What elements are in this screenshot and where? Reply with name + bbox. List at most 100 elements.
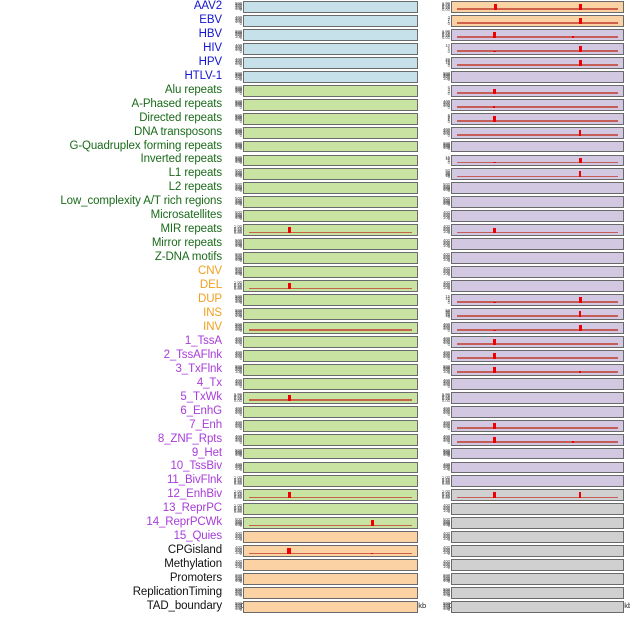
y-tick: 10	[445, 312, 450, 318]
y-axis: 500 400 300 200 100 0	[228, 140, 243, 154]
baseline	[457, 496, 618, 499]
track-right-low-complexity-a-t-rich-regions: 500 400 300 200 100 0	[436, 195, 630, 209]
y-tick: 400	[443, 280, 450, 286]
y-tick: 300	[443, 100, 450, 106]
baseline	[457, 134, 618, 136]
y-tick: 100	[443, 187, 450, 193]
y-tick: 0	[239, 160, 242, 166]
y-tick: 0	[447, 383, 450, 389]
track-left-5-txwk: 1.00 0.75 0.50 0.25 0.00	[228, 391, 424, 405]
track-label: AAV2	[193, 0, 222, 12]
plot-area	[451, 28, 624, 41]
y-tick: 0.25	[441, 396, 450, 402]
y-tick: 0.00	[441, 397, 450, 403]
y-tick: 20	[445, 311, 450, 317]
y-axis: 400 300 200 100 0	[436, 544, 451, 558]
y-tick: 0.25	[233, 228, 242, 234]
y-tick: 100	[235, 368, 242, 374]
plot-area	[451, 587, 624, 600]
y-tick: 100	[443, 75, 450, 81]
y-axis: 500 400 300 200 100 0	[228, 98, 243, 112]
y-tick: 0	[239, 593, 242, 599]
y-tick: 1.00	[441, 489, 450, 495]
y-axis: 1.00 0.75 0.50 0.25 0.00	[228, 474, 243, 488]
y-tick: 200	[235, 534, 242, 540]
plot-area	[243, 447, 418, 460]
y-tick: 200	[235, 576, 242, 582]
y-tick: 400	[235, 85, 242, 91]
baseline	[457, 22, 618, 24]
y-axis: 1.00 0.75 0.50 0.25 0.00	[228, 223, 243, 237]
y-tick: 100	[235, 382, 242, 388]
y-axis: 500 400 300 200 100 0	[436, 516, 451, 530]
y-tick: 200	[443, 352, 450, 358]
y-tick: 400	[443, 531, 450, 537]
y-axis: 400 300 200 100 0	[228, 405, 243, 419]
plot-area	[243, 308, 418, 320]
y-tick: 15	[445, 154, 450, 160]
y-tick: 300	[235, 128, 242, 134]
track-label: DUP	[198, 293, 222, 306]
y-axis: 400 300 200 100 0	[436, 98, 451, 112]
y-axis: 500 400 300 200 100 0	[228, 195, 243, 209]
y-tick: 0	[447, 188, 450, 194]
y-tick: 300	[235, 324, 242, 330]
plot-area	[243, 461, 418, 474]
track-label: 12_EnhBiv	[167, 488, 222, 501]
y-tick: 0	[239, 523, 242, 529]
baseline	[457, 161, 618, 164]
y-tick: 500	[443, 447, 450, 453]
data-peak	[578, 371, 581, 373]
y-tick: 300	[235, 142, 242, 148]
track-left-ebv: 400 300 200 100 0	[228, 14, 424, 28]
y-tick: 0.00	[233, 509, 242, 515]
y-tick: 100	[235, 354, 242, 360]
y-tick: 400	[443, 503, 450, 509]
y-tick: 300	[443, 198, 450, 204]
track-label: 6_EnhG	[180, 404, 222, 417]
y-tick: 0	[239, 327, 242, 333]
y-tick: 0	[447, 327, 450, 333]
y-axis: 400 300 200 100 0	[228, 335, 243, 349]
track-right-g-quadruplex-forming-repeats: 500 400 300 200 100 0	[436, 140, 630, 154]
y-tick: 0	[239, 551, 242, 557]
plot-area	[243, 363, 418, 376]
y-tick: 200	[443, 255, 450, 261]
baseline	[457, 92, 618, 94]
y-tick: 200	[235, 311, 242, 317]
y-axis: 500 400 300 200 100 0	[228, 28, 243, 42]
y-tick: 0	[447, 425, 450, 431]
plot-area	[243, 573, 418, 586]
y-tick: 10	[445, 296, 450, 302]
y-tick: 500	[235, 154, 242, 160]
y-tick: 0	[447, 104, 450, 110]
track-left-cnv: 500 400 300 200 100 0	[228, 265, 424, 279]
y-tick: 0.25	[441, 33, 450, 39]
track-left-alu-repeats: 500 400 300 200 100 0	[228, 84, 424, 98]
y-tick: 400	[235, 602, 242, 608]
y-tick: 5	[447, 61, 450, 67]
y-tick: 0	[447, 565, 450, 571]
y-axis: 1.00 0.75 0.50 0.25 0.00	[228, 502, 243, 516]
y-tick: 100	[235, 75, 242, 81]
y-tick: 300	[443, 351, 450, 357]
plot-area	[243, 1, 418, 13]
y-tick: 100	[235, 159, 242, 165]
track-left-promoters: 500 400 300 200 100 0	[228, 572, 424, 586]
y-tick: 0	[239, 258, 242, 264]
y-tick: 10	[445, 42, 450, 48]
y-tick: 300	[235, 170, 242, 176]
track-right-replicationtiming: 500 400 300 200 100 0	[436, 586, 630, 600]
y-tick: 400	[443, 433, 450, 439]
track-label: DEL	[199, 279, 222, 292]
y-tick: 100	[235, 5, 242, 11]
y-tick: 0	[447, 286, 450, 292]
baseline	[457, 64, 618, 66]
track-left-4-tx: 400 300 200 100 0	[228, 377, 424, 391]
track-label: Alu repeats	[164, 83, 222, 96]
y-tick: 500	[235, 321, 242, 327]
y-tick: 0	[239, 174, 242, 180]
y-tick: 100	[443, 340, 450, 346]
track-label: G-Quadruplex forming repeats	[69, 139, 222, 152]
y-tick: 200	[235, 199, 242, 205]
